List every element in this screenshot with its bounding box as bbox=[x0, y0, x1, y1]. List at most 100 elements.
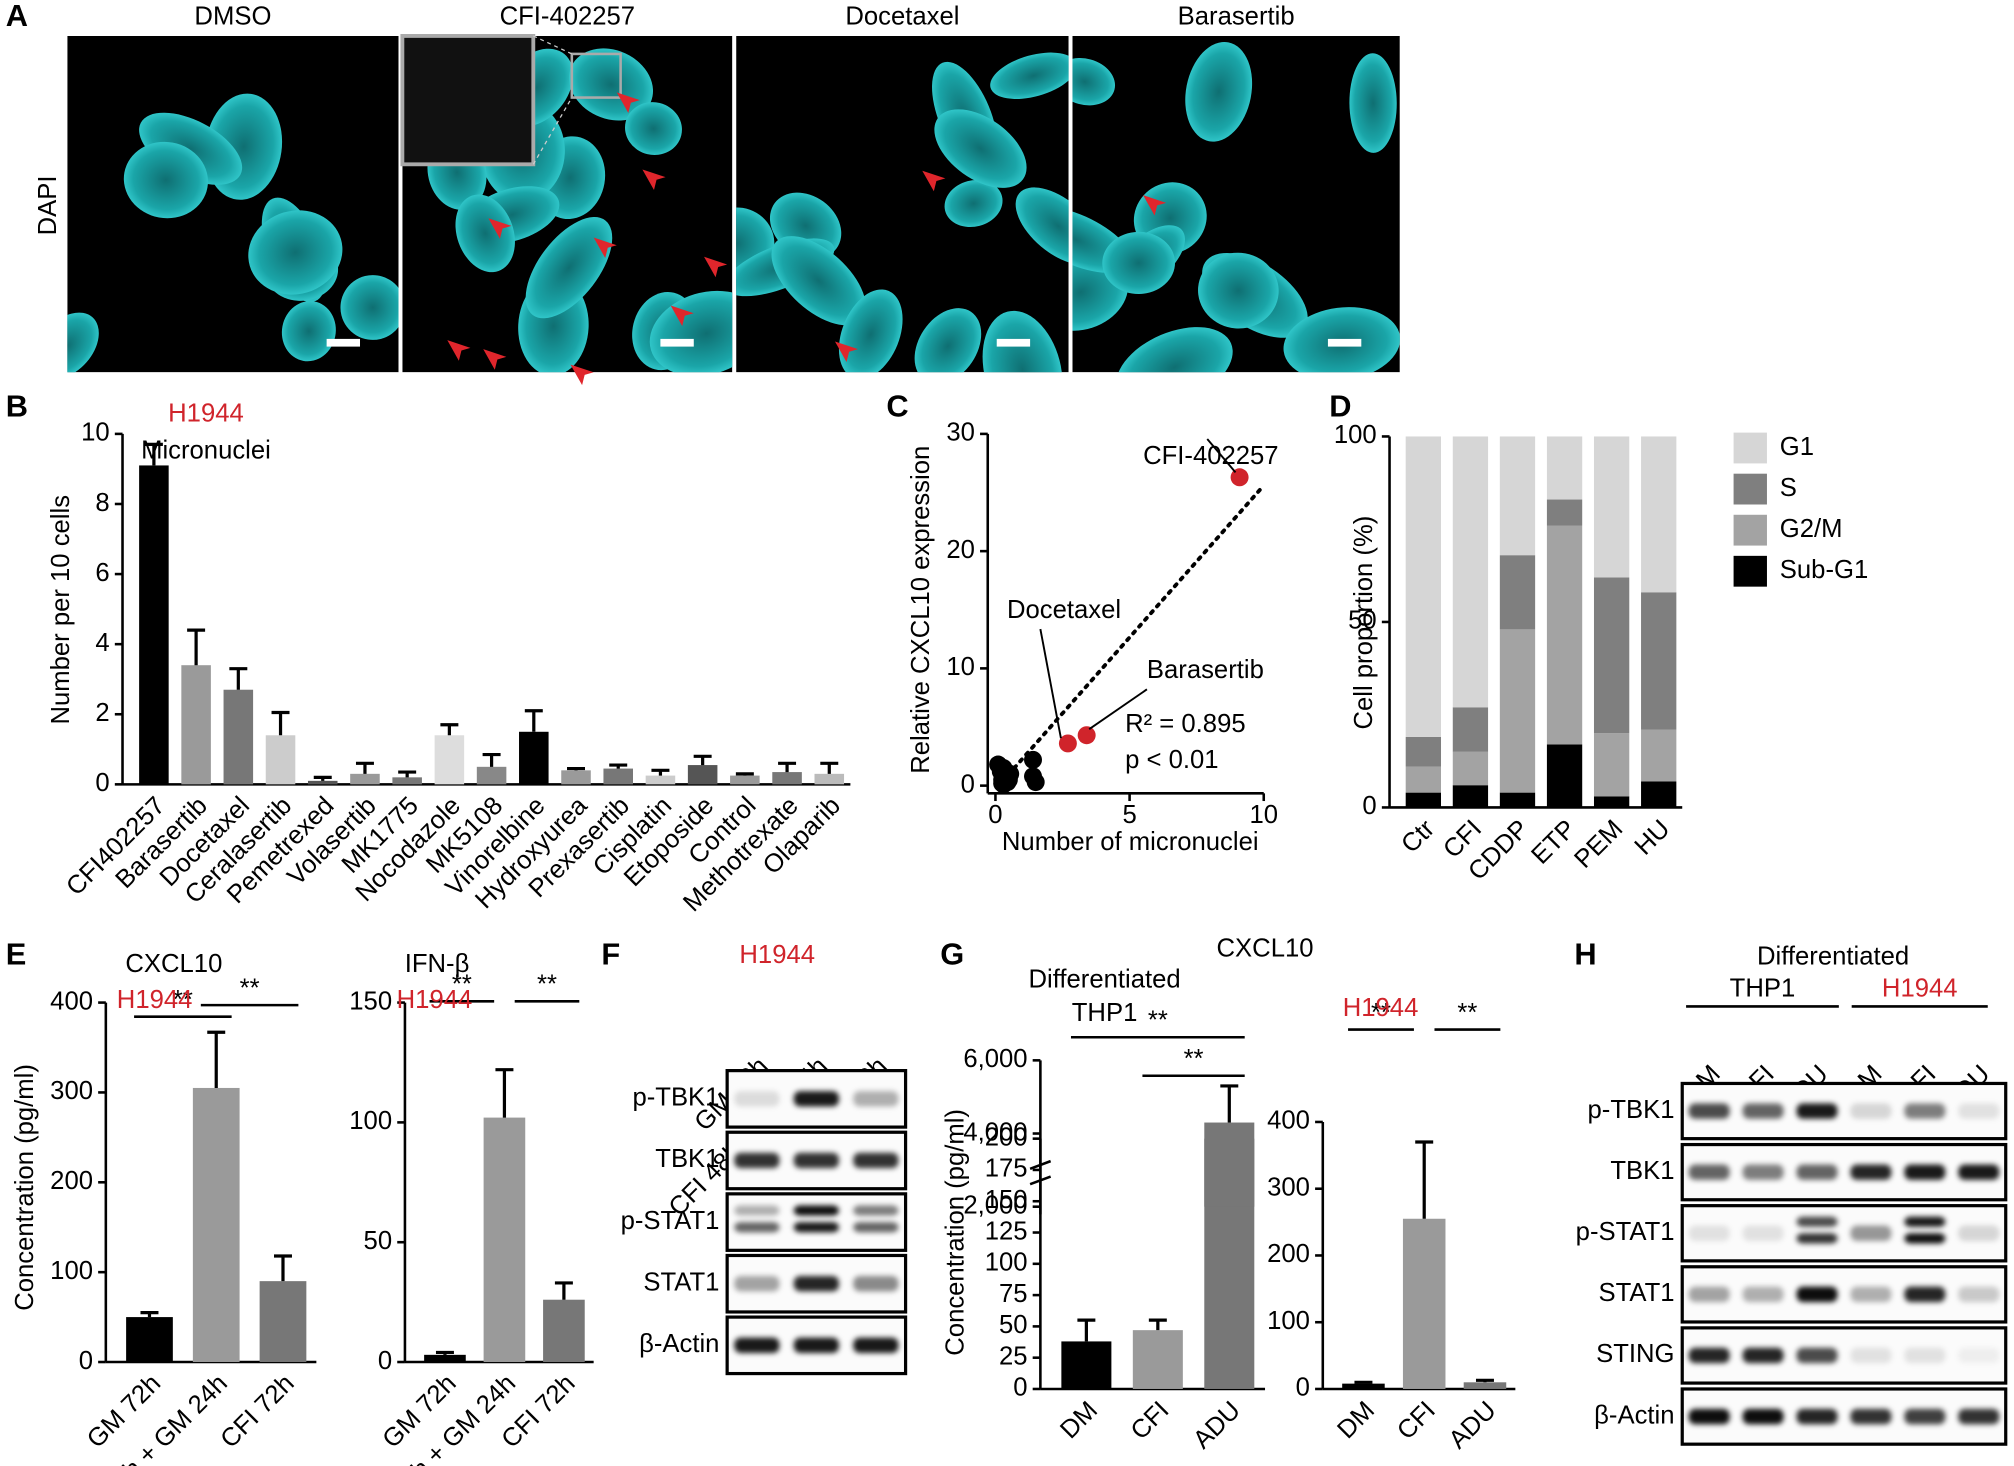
y-tick-label: 0 bbox=[378, 1347, 392, 1375]
error-bar bbox=[1415, 1140, 1434, 1219]
error-bar bbox=[1220, 1084, 1239, 1123]
scale-bar bbox=[660, 338, 694, 347]
band bbox=[793, 1205, 839, 1216]
x-tick-label: ADU bbox=[1444, 1396, 1502, 1454]
bar-segment bbox=[1593, 733, 1630, 797]
band bbox=[853, 1222, 899, 1233]
y-tick-label: 150 bbox=[349, 987, 392, 1015]
error-bar bbox=[495, 1068, 514, 1118]
bar bbox=[543, 1299, 585, 1363]
point bbox=[994, 775, 1013, 794]
micrograph bbox=[67, 35, 399, 373]
row-label: p-TBK1 bbox=[632, 1084, 719, 1112]
band bbox=[853, 1205, 899, 1216]
group-label: Differentiated bbox=[1757, 942, 1909, 970]
x-tick-label: ADU bbox=[1188, 1396, 1246, 1454]
band bbox=[1796, 1408, 1838, 1425]
x-axis-label: Number of micronuclei bbox=[1002, 828, 1259, 856]
y-tick-label: 400 bbox=[1267, 1107, 1310, 1135]
arrowhead bbox=[483, 349, 507, 370]
point-label: Barasertib bbox=[1147, 656, 1264, 684]
blot-frame bbox=[1680, 1265, 2008, 1324]
bar bbox=[259, 1281, 307, 1363]
band bbox=[1904, 1286, 1946, 1303]
nucleus bbox=[248, 210, 343, 295]
x-tick-label: PEM bbox=[1569, 815, 1628, 874]
error-bar bbox=[735, 772, 754, 776]
scale-bar bbox=[1327, 338, 1362, 347]
band bbox=[1688, 1103, 1730, 1119]
bar-segment bbox=[1546, 744, 1583, 808]
y-tick-label: 400 bbox=[50, 987, 93, 1015]
fit-line bbox=[1012, 483, 1266, 770]
row-label: TBK1 bbox=[655, 1145, 719, 1173]
y-tick-label: 2,000 bbox=[963, 1191, 1027, 1219]
bar bbox=[181, 665, 211, 785]
bar bbox=[192, 1087, 240, 1363]
arrowhead bbox=[593, 237, 617, 259]
band bbox=[1904, 1103, 1946, 1119]
error-bar bbox=[140, 1310, 159, 1318]
band bbox=[1796, 1233, 1838, 1244]
band bbox=[853, 1337, 899, 1354]
error-bar bbox=[524, 709, 543, 732]
error-bar bbox=[1077, 1318, 1096, 1342]
bar-segment bbox=[1593, 436, 1630, 578]
bar bbox=[424, 1354, 466, 1363]
bar-segment bbox=[1641, 729, 1677, 782]
row-label: β-Actin bbox=[1594, 1401, 1674, 1429]
arrowhead bbox=[922, 170, 946, 192]
legend-swatch bbox=[1733, 432, 1767, 464]
arrowhead bbox=[834, 341, 859, 363]
y-tick-label: 4,000 bbox=[963, 1118, 1027, 1146]
nucleus bbox=[568, 48, 654, 121]
row-label: STAT1 bbox=[643, 1268, 719, 1296]
leader-line bbox=[1088, 688, 1148, 730]
y-tick-label: 100 bbox=[1334, 421, 1377, 449]
band bbox=[1742, 1225, 1784, 1241]
legend-swatch bbox=[1733, 514, 1767, 546]
band bbox=[1796, 1216, 1838, 1227]
point bbox=[1024, 767, 1042, 786]
bar-segment bbox=[1405, 736, 1442, 767]
panel-label: F bbox=[601, 937, 620, 972]
band bbox=[1958, 1347, 2000, 1364]
arrowhead bbox=[670, 305, 694, 327]
nucleus bbox=[340, 275, 399, 340]
band bbox=[1850, 1347, 1892, 1364]
band bbox=[1850, 1164, 1892, 1180]
nucleus bbox=[771, 236, 866, 326]
bar-segment bbox=[1641, 592, 1677, 730]
chart-title: H1944 bbox=[117, 986, 193, 1014]
band bbox=[1796, 1286, 1838, 1303]
point bbox=[1058, 734, 1077, 753]
band bbox=[1796, 1347, 1838, 1364]
nucleus bbox=[1015, 187, 1069, 265]
nucleus bbox=[1072, 57, 1116, 106]
band bbox=[793, 1222, 839, 1233]
nucleus bbox=[838, 289, 903, 373]
error-bar bbox=[554, 1281, 573, 1300]
panel-label: D bbox=[1329, 388, 1351, 423]
y-axis-label: Concentration (pg/ml) bbox=[942, 1109, 970, 1356]
band bbox=[1958, 1103, 2000, 1119]
stat-label: R² = 0.895 bbox=[1125, 710, 1246, 738]
stat-label: p < 0.01 bbox=[1125, 746, 1218, 774]
bar bbox=[1132, 1330, 1183, 1389]
image-label: DMSO bbox=[194, 3, 271, 31]
image-label: Barasertib bbox=[1178, 3, 1295, 31]
band bbox=[734, 1276, 780, 1292]
band bbox=[734, 1091, 780, 1107]
x-tick-label: DM bbox=[1332, 1396, 1380, 1444]
band bbox=[853, 1276, 899, 1292]
band bbox=[793, 1152, 839, 1169]
y-axis-label: Relative CXCL10 expression bbox=[907, 446, 935, 774]
y-tick-label: 10 bbox=[946, 653, 975, 681]
y-tick-label: 0 bbox=[79, 1347, 93, 1375]
band bbox=[1904, 1408, 1946, 1425]
y-tick-label: 150 bbox=[985, 1186, 1028, 1214]
bar-segment bbox=[1405, 766, 1442, 793]
significance-label: ** bbox=[452, 971, 472, 999]
bar bbox=[603, 768, 633, 785]
